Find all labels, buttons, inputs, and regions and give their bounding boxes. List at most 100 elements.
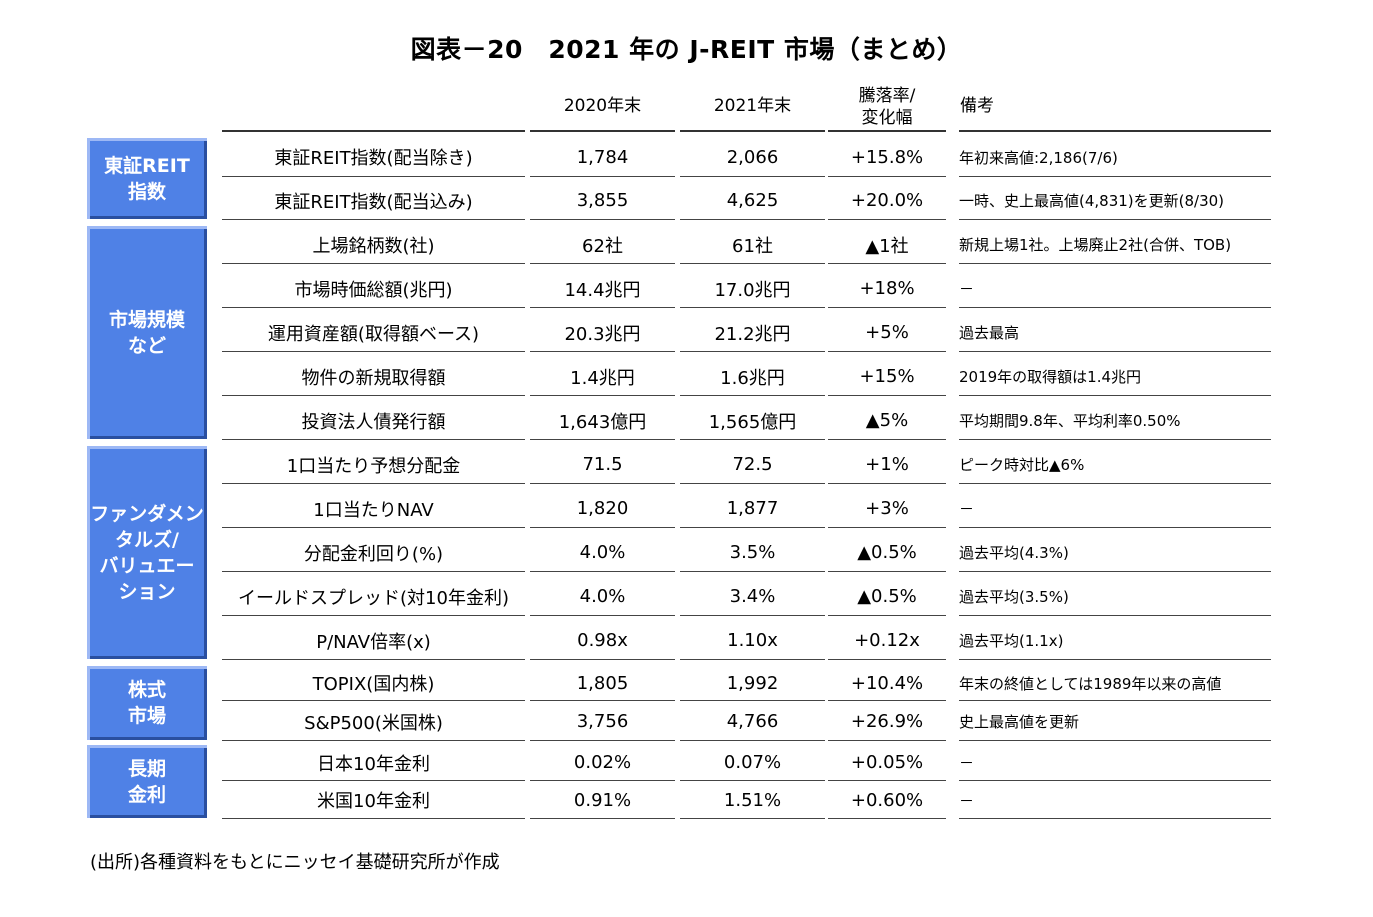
row-item: 上場銘柄数(社) xyxy=(312,235,435,257)
cell-change: +26.9% xyxy=(850,711,924,732)
row-rule xyxy=(222,483,525,484)
row-rule xyxy=(828,818,946,819)
category-label: 東証REIT 指数 xyxy=(87,138,207,219)
row-item: S&P500(米国株) xyxy=(304,712,443,734)
row-rule xyxy=(530,307,675,308)
category-label: ファンダメン タルズ/ バリュエー ション xyxy=(87,446,207,659)
row-rule xyxy=(959,307,1271,308)
cell-change: +5% xyxy=(865,322,909,343)
row-item: P/NAV倍率(x) xyxy=(316,631,431,653)
header-note: 備考 xyxy=(960,96,994,116)
header-rule xyxy=(680,130,825,132)
row-item: 日本10年金利 xyxy=(317,753,430,775)
category-text: 長期 金利 xyxy=(127,757,166,806)
row-rule xyxy=(828,307,946,308)
row-rule xyxy=(828,740,946,741)
cell-note: － xyxy=(959,280,975,298)
row-rule xyxy=(530,818,675,819)
row-rule xyxy=(828,395,946,396)
row-rule xyxy=(222,571,525,572)
cell-2020: 0.91% xyxy=(573,789,632,811)
row-rule xyxy=(959,176,1271,177)
row-item: 市場時価総額(兆円) xyxy=(294,279,453,301)
row-rule xyxy=(222,700,525,701)
row-item: 東証REIT指数(配当込み) xyxy=(274,191,473,213)
row-rule xyxy=(680,263,825,264)
cell-note: － xyxy=(959,500,975,518)
cell-note: 過去平均(3.5%) xyxy=(959,588,1069,606)
row-rule xyxy=(680,176,825,177)
row-rule xyxy=(530,439,675,440)
cell-change: ▲0.5% xyxy=(857,542,917,563)
cell-2021: 21.2兆円 xyxy=(714,323,791,345)
row-rule xyxy=(222,176,525,177)
category-label: 長期 金利 xyxy=(87,745,207,818)
cell-change: ▲1社 xyxy=(865,235,909,257)
row-rule xyxy=(530,351,675,352)
cell-2020: 0.02% xyxy=(573,752,632,773)
cell-2020: 1,784 xyxy=(576,146,629,168)
cell-2021: 61社 xyxy=(732,235,773,257)
cell-2021: 72.5 xyxy=(732,454,773,475)
cell-2021: 0.07% xyxy=(723,752,782,773)
header-rule xyxy=(222,130,525,132)
header-rule xyxy=(828,130,946,132)
row-rule xyxy=(680,700,825,701)
category-text: ファンダメン タルズ/ バリュエー ション xyxy=(90,502,204,603)
row-rule xyxy=(828,439,946,440)
cell-2021: 3.5% xyxy=(729,542,776,563)
cell-note: 年末の終値としては1989年以来の高値 xyxy=(959,674,1222,693)
row-rule xyxy=(959,740,1271,741)
cell-note: － xyxy=(959,754,975,772)
row-rule xyxy=(530,615,675,616)
header-rule xyxy=(959,130,1271,132)
cell-note: 平均期間9.8年、平均利率0.50% xyxy=(959,412,1181,430)
row-item: 1口当たりNAV xyxy=(313,499,434,521)
row-rule xyxy=(530,780,675,781)
cell-note: ピーク時対比▲6% xyxy=(959,456,1085,474)
cell-note: － xyxy=(959,791,975,810)
cell-2020: 20.3兆円 xyxy=(564,323,641,345)
row-item: 1口当たり予想分配金 xyxy=(286,455,461,477)
row-item: 運用資産額(取得額ベース) xyxy=(267,323,480,345)
row-rule xyxy=(680,439,825,440)
row-rule xyxy=(828,263,946,264)
row-rule xyxy=(530,176,675,177)
cell-2021: 4,766 xyxy=(726,711,779,732)
row-rule xyxy=(959,780,1271,781)
row-rule xyxy=(959,483,1271,484)
row-rule xyxy=(530,571,675,572)
row-item: イールドスプレッド(対10年金利) xyxy=(238,587,509,609)
row-rule xyxy=(680,219,825,220)
cell-change: +0.12x xyxy=(854,630,920,651)
cell-2021: 1,992 xyxy=(726,672,779,694)
cell-2020: 4.0% xyxy=(579,586,626,607)
category-label: 市場規模 など xyxy=(87,226,207,439)
cell-2020: 3,756 xyxy=(576,711,629,732)
cell-2020: 71.5 xyxy=(582,454,623,475)
row-rule xyxy=(530,395,675,396)
category-text: 市場規模 など xyxy=(108,308,185,357)
row-item: 分配金利回り(%) xyxy=(303,543,444,565)
row-item: TOPIX(国内株) xyxy=(312,674,435,695)
row-rule xyxy=(959,571,1271,572)
cell-2021: 2,066 xyxy=(726,146,779,168)
cell-2020: 1,805 xyxy=(576,672,629,694)
row-rule xyxy=(828,780,946,781)
row-rule xyxy=(680,571,825,572)
cell-change: +20.0% xyxy=(850,190,924,211)
row-rule xyxy=(959,527,1271,528)
cell-change: +1% xyxy=(865,454,909,475)
cell-2021: 1,565億円 xyxy=(708,411,797,433)
header-change-line2: 変化幅 xyxy=(861,108,913,128)
row-item: 米国10年金利 xyxy=(317,791,430,812)
page-title: 図表－20 2021 年の J-REIT 市場（まとめ） xyxy=(410,35,963,64)
row-rule xyxy=(530,700,675,701)
row-rule xyxy=(222,740,525,741)
row-rule xyxy=(680,483,825,484)
category-text: 株式 市場 xyxy=(127,679,166,727)
row-rule xyxy=(680,395,825,396)
row-rule xyxy=(959,700,1271,701)
row-rule xyxy=(828,700,946,701)
cell-change: +18% xyxy=(859,278,915,299)
